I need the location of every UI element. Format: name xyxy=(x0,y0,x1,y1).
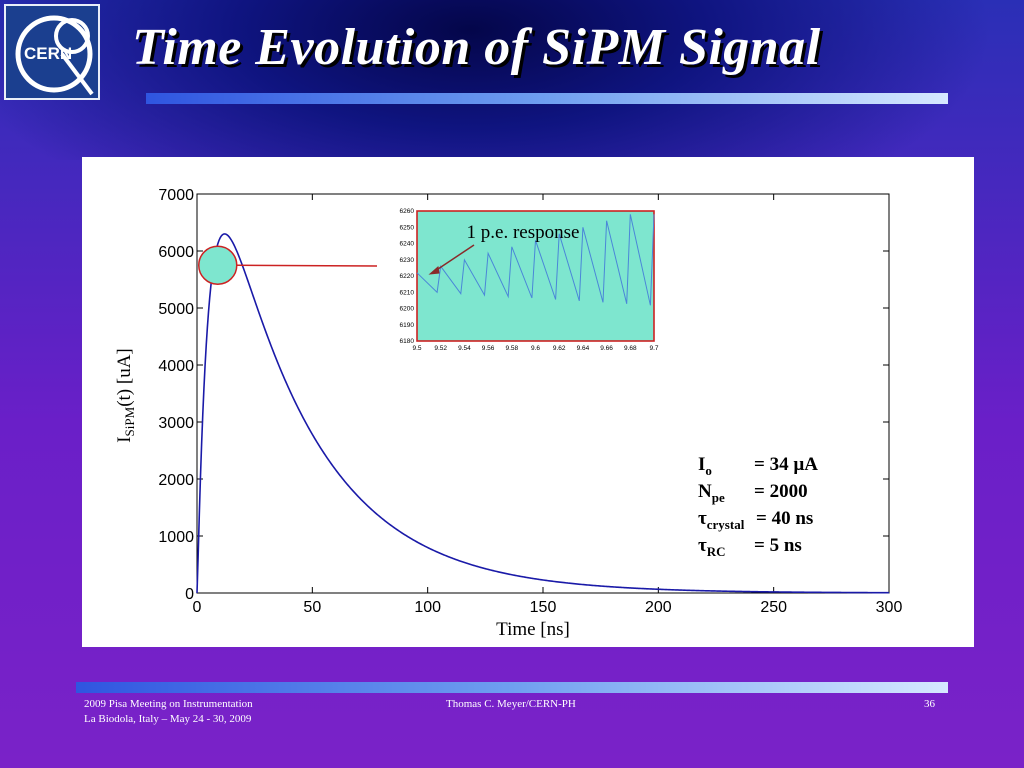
footer-author: Thomas C. Meyer/CERN-PH xyxy=(446,698,576,710)
inset-y-tick-label: 6210 xyxy=(400,289,415,296)
sipm-signal-curve xyxy=(196,233,889,594)
y-tick-label: 2000 xyxy=(158,472,194,489)
inset-y-tick-label: 6260 xyxy=(400,208,415,215)
title-underline-bar xyxy=(146,93,948,104)
y-tick-label: 3000 xyxy=(158,415,194,432)
x-tick-label: 50 xyxy=(303,599,321,616)
inset-x-tick-label: 9.5 xyxy=(412,345,421,352)
footer-left: 2009 Pisa Meeting on Instrumentation La … xyxy=(84,697,253,727)
chart-panel: 0 50 100 150 200 250 300 0 1000 2000 3000 4000 5000 6… xyxy=(82,157,974,647)
pe-response-arrow xyxy=(431,244,475,274)
pe-response-arrowhead xyxy=(428,266,440,275)
inset-y-tick-label: 6230 xyxy=(400,257,415,264)
logo-text: CERN xyxy=(24,44,73,63)
page-number: 36 xyxy=(924,698,935,710)
x-tick-label: 0 xyxy=(193,599,202,616)
inset-sawtooth-curve xyxy=(416,214,655,306)
legend-value: = 5 ns xyxy=(754,535,802,556)
y-tick-label: 0 xyxy=(185,586,194,603)
legend-row-npe: Npe = 2000 xyxy=(698,481,808,505)
inset-frame xyxy=(416,210,655,342)
slide-title: Time Evolution of SiPM Signal xyxy=(132,19,821,76)
y-tick-label: 5000 xyxy=(158,301,194,318)
inset-y-tick-label: 6240 xyxy=(400,241,415,248)
inset-y-tick-label: 6250 xyxy=(400,224,415,231)
footer-location: La Biodola, Italy – May 24 - 30, 2009 xyxy=(84,713,252,725)
x-tick-label: 150 xyxy=(530,599,557,616)
legend-value: = 34 µA xyxy=(754,454,818,475)
inset-x-tick-label: 9.64 xyxy=(577,345,590,352)
inset-x-tick-label: 9.68 xyxy=(624,345,637,352)
inset-x-tick-label: 9.62 xyxy=(553,345,566,352)
inset-x-tick-label: 9.66 xyxy=(600,345,613,352)
title-band xyxy=(0,0,1024,160)
cern-logo-icon: CERN xyxy=(4,4,100,100)
zoom-connector-line xyxy=(236,264,378,267)
footer-conference: 2009 Pisa Meeting on Instrumentation xyxy=(84,698,253,710)
zoom-highlight-circle xyxy=(198,245,238,285)
inset-x-tick-label: 9.58 xyxy=(505,345,518,352)
y-tick-label: 4000 xyxy=(158,358,194,375)
inset-x-tick-label: 9.56 xyxy=(482,345,495,352)
inset-x-tick-label: 9.52 xyxy=(434,345,447,352)
x-tick-label: 100 xyxy=(414,599,441,616)
footer-bar xyxy=(76,682,948,693)
legend-row-tau-rc: τRC = 5 ns xyxy=(698,535,802,559)
x-axis-label: Time [ns] xyxy=(496,619,570,640)
legend-row-tau-crystal: τcrystal = 40 ns xyxy=(698,508,814,532)
sipm-chart: 0 50 100 150 200 250 3000100020003000400050006… xyxy=(114,187,903,640)
x-tick-label: 200 xyxy=(645,599,672,616)
legend-value: = 2000 xyxy=(754,481,808,502)
inset-x-tick-label: 9.7 xyxy=(649,345,658,352)
inset-y-tick-label: 6180 xyxy=(400,338,415,345)
inset-y-tick-label: 6200 xyxy=(400,306,415,313)
parameter-legend: Io = 34 µA Npe = 2000 τcrystal = 40 ns τ… xyxy=(698,454,898,562)
inset-y-tick-label: 6190 xyxy=(400,322,415,329)
y-tick-label: 1000 xyxy=(158,529,194,546)
y-tick-label: 6000 xyxy=(158,244,194,261)
y-axis-label: ISiPM(t) [uA] xyxy=(114,348,137,443)
x-tick-label: 250 xyxy=(760,599,787,616)
inset-x-tick-label: 9.6 xyxy=(531,345,540,352)
legend-row-io: Io = 34 µA xyxy=(698,454,818,478)
inset-x-tick-label: 9.54 xyxy=(458,345,471,352)
legend-value: = 40 ns xyxy=(756,508,814,529)
pe-response-label: 1 p.e. response xyxy=(467,222,580,243)
inset-y-tick-label: 6220 xyxy=(400,273,415,280)
x-tick-label: 300 xyxy=(876,599,903,616)
y-tick-label: 7000 xyxy=(158,187,194,204)
